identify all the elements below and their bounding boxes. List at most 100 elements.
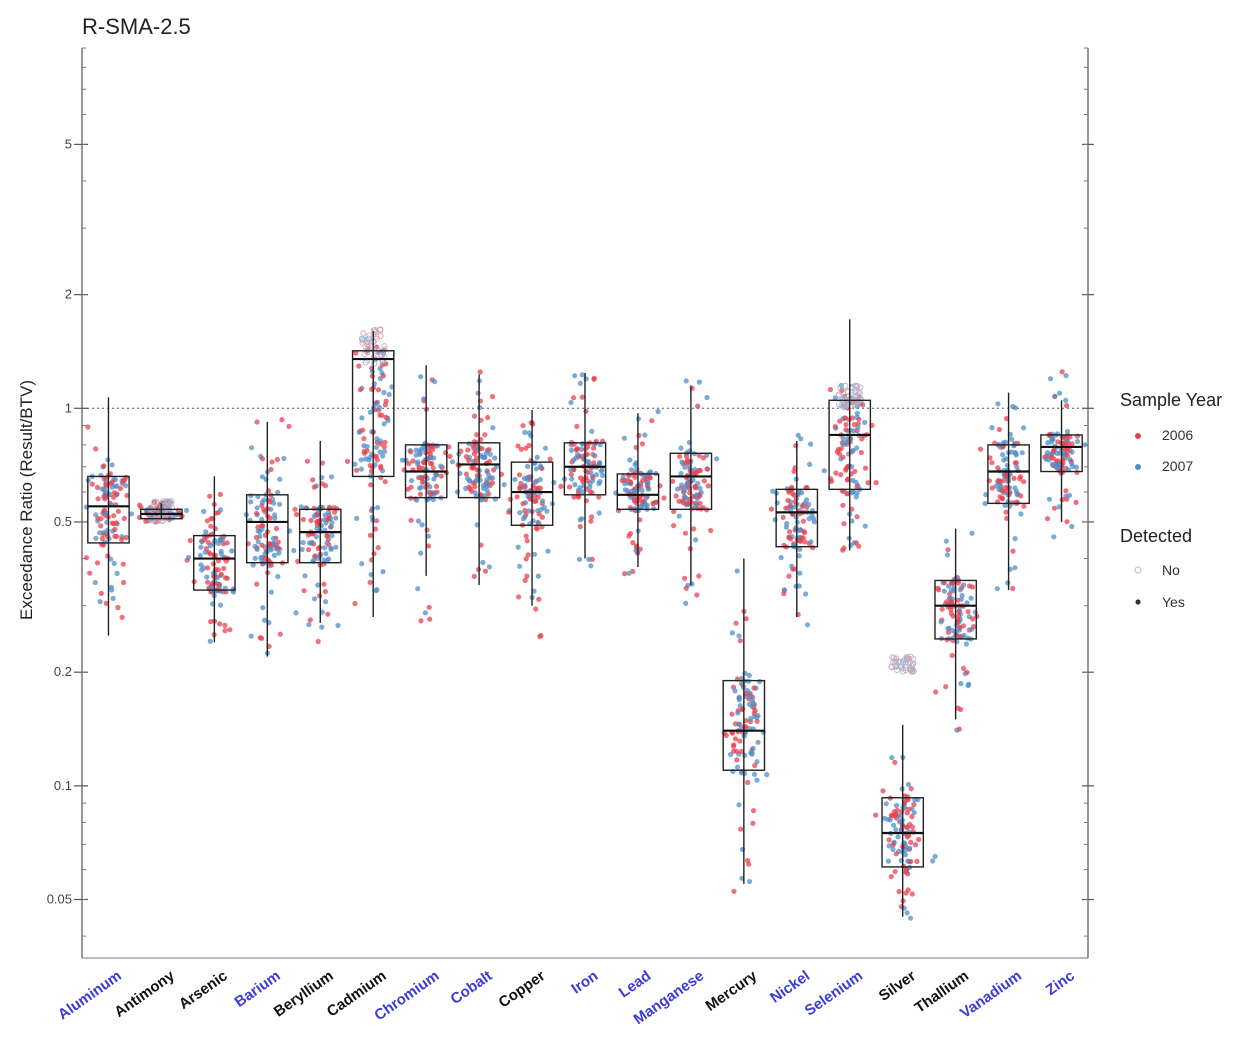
data-point <box>319 609 325 615</box>
data-point <box>587 484 593 490</box>
data-point <box>352 600 358 607</box>
data-point <box>114 570 120 577</box>
data-point <box>105 553 111 559</box>
data-point <box>259 542 265 548</box>
data-point <box>218 507 224 513</box>
data-point <box>368 482 374 488</box>
data-point <box>479 446 485 452</box>
data-point <box>859 436 865 442</box>
box-nickel <box>775 488 819 548</box>
data-point <box>796 553 802 559</box>
data-point <box>1054 450 1060 456</box>
data-point <box>279 417 285 423</box>
non-detect-point <box>147 505 154 512</box>
data-point <box>487 451 493 457</box>
data-point <box>471 451 477 457</box>
data-point <box>731 888 737 895</box>
non-detect-point <box>377 352 384 359</box>
data-point <box>904 910 910 916</box>
data-point <box>1008 449 1015 455</box>
data-point <box>486 447 492 453</box>
data-point <box>1010 403 1016 410</box>
data-point <box>490 425 496 431</box>
data-point <box>222 575 229 581</box>
data-point <box>854 414 860 420</box>
data-point <box>501 482 507 488</box>
data-point <box>417 450 423 456</box>
data-point <box>536 596 542 603</box>
data-point <box>754 759 760 765</box>
data-point <box>1069 441 1075 447</box>
data-point <box>850 477 856 483</box>
data-point <box>696 467 702 473</box>
data-point <box>275 489 281 495</box>
data-point <box>524 538 530 544</box>
data-point <box>1049 461 1055 467</box>
data-point <box>367 579 373 586</box>
data-point <box>930 858 936 864</box>
data-point <box>1065 440 1071 446</box>
data-point <box>683 585 689 591</box>
data-point <box>261 617 268 623</box>
data-point <box>369 505 376 511</box>
data-point <box>956 613 962 619</box>
data-point <box>999 488 1006 494</box>
data-point <box>1017 474 1024 480</box>
data-point <box>111 560 117 567</box>
data-point <box>421 396 427 402</box>
data-point <box>575 494 582 500</box>
data-point <box>197 552 203 559</box>
data-point <box>380 453 386 459</box>
data-point <box>534 454 540 460</box>
data-point <box>865 480 871 486</box>
data-point <box>260 605 266 611</box>
data-point <box>480 559 486 566</box>
data-point <box>202 549 208 555</box>
data-point <box>965 682 971 689</box>
data-point <box>568 467 574 473</box>
data-point <box>789 563 795 569</box>
data-point <box>1064 496 1070 502</box>
data-point <box>380 569 386 575</box>
data-point <box>1043 456 1049 462</box>
data-point <box>369 373 375 379</box>
box-aluminum <box>87 475 130 544</box>
data-point <box>359 415 365 421</box>
data-point <box>579 394 585 400</box>
data-point <box>221 565 227 572</box>
data-point <box>833 470 839 476</box>
data-point <box>319 460 325 466</box>
data-point <box>743 718 749 724</box>
data-point <box>469 488 475 494</box>
data-point <box>943 684 949 690</box>
data-point <box>883 801 889 807</box>
data-point <box>860 402 866 408</box>
data-point <box>202 536 208 543</box>
data-point <box>1067 434 1073 440</box>
data-point <box>571 457 577 463</box>
data-point <box>911 810 917 816</box>
data-point <box>841 545 847 551</box>
data-point <box>293 511 300 518</box>
non-detect-point <box>897 663 904 670</box>
data-point <box>880 788 886 794</box>
data-point <box>535 573 542 579</box>
data-point <box>535 508 541 514</box>
data-point <box>123 474 129 480</box>
data-point <box>414 497 420 503</box>
data-point <box>516 472 523 478</box>
data-point <box>655 408 661 415</box>
data-point <box>964 600 970 606</box>
data-point <box>772 517 778 523</box>
data-point <box>572 482 578 488</box>
non-detect-point <box>892 658 899 665</box>
data-point <box>849 518 855 524</box>
data-point <box>754 777 760 783</box>
data-point <box>793 443 799 449</box>
data-point <box>486 473 492 479</box>
data-point <box>681 489 687 495</box>
data-point <box>217 621 223 627</box>
x-tick-label-zinc: Zinc <box>1043 967 1078 999</box>
data-point <box>344 458 351 464</box>
data-point <box>950 628 956 634</box>
